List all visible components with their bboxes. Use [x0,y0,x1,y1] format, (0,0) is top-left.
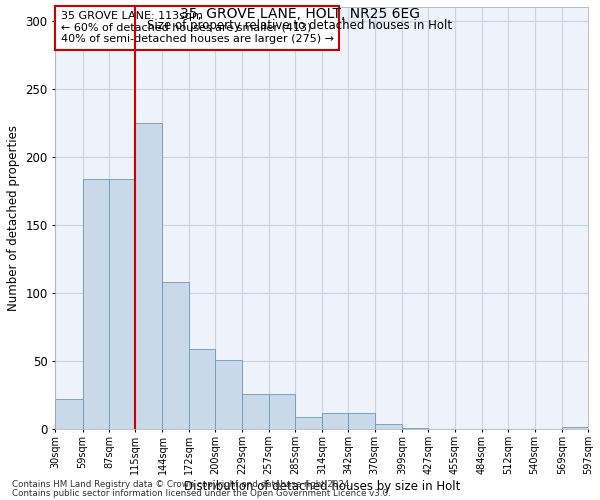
Bar [322,413,349,430]
Bar [562,426,588,430]
Text: Size of property relative to detached houses in Holt: Size of property relative to detached ho… [148,19,452,32]
Text: 35 GROVE LANE: 113sqm
← 60% of detached houses are smaller (413)
40% of semi-det: 35 GROVE LANE: 113sqm ← 60% of detached … [61,11,334,44]
Bar [163,282,189,430]
Bar [242,394,269,430]
Text: Contains HM Land Registry data © Crown copyright and database right 2024.: Contains HM Land Registry data © Crown c… [12,480,352,489]
Bar [83,178,109,430]
Bar [135,123,163,430]
Bar [349,413,375,430]
Bar [109,178,135,430]
Bar [189,349,215,430]
Text: 35, GROVE LANE, HOLT, NR25 6EG: 35, GROVE LANE, HOLT, NR25 6EG [180,8,420,22]
Text: Contains public sector information licensed under the Open Government Licence v3: Contains public sector information licen… [12,488,391,498]
Bar [295,417,322,430]
Bar [215,360,242,430]
Bar [402,428,428,430]
Y-axis label: Number of detached properties: Number of detached properties [7,125,20,311]
Bar [55,400,83,430]
X-axis label: Distribution of detached houses by size in Holt: Distribution of detached houses by size … [184,480,460,493]
Bar [375,424,402,430]
Bar [269,394,295,430]
